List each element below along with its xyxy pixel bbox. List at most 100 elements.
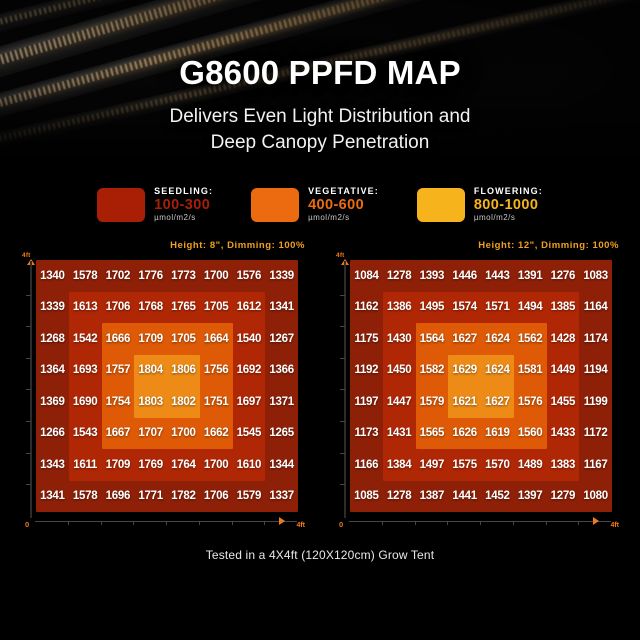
vertical-axis-line bbox=[30, 261, 32, 518]
ppfd-cell: 1162 bbox=[354, 301, 379, 314]
map-header: Height: 12", Dimming: 100% bbox=[478, 240, 619, 251]
ppfd-band-3 bbox=[448, 354, 514, 418]
ppfd-cell: 1192 bbox=[354, 364, 379, 377]
ppfd-cell: 1666 bbox=[105, 332, 131, 345]
ppfd-cell: 1802 bbox=[171, 395, 196, 408]
ppfd-cell: 1339 bbox=[269, 269, 294, 282]
legend-stage-name: VEGETATIVE: bbox=[308, 186, 379, 196]
legend-text: SEEDLING: 100-300 µmol/m2/s bbox=[154, 186, 213, 223]
ppfd-cell: 1619 bbox=[485, 427, 510, 440]
ppfd-cell: 1397 bbox=[517, 490, 543, 503]
ppfd-cell: 1366 bbox=[269, 364, 294, 377]
ppfd-cell: 1700 bbox=[203, 458, 229, 471]
ppfd-cell: 1627 bbox=[485, 395, 510, 408]
vertical-axis-label: 4ft bbox=[336, 252, 345, 259]
ppfd-cell: 1371 bbox=[269, 395, 294, 408]
ppfd-cell: 1576 bbox=[236, 269, 262, 282]
ppfd-cell: 1543 bbox=[72, 427, 98, 440]
ppfd-cell: 1613 bbox=[72, 301, 98, 314]
ppfd-cell: 1268 bbox=[40, 332, 65, 345]
ppfd-cell: 1343 bbox=[40, 458, 65, 471]
ppfd-map-height-8in: Height: 8", Dimming: 100% 4ft 1340 1578 1702… bbox=[19, 240, 307, 532]
ppfd-cell: 1702 bbox=[105, 269, 131, 282]
ppfd-cell: 1172 bbox=[583, 427, 608, 440]
ppfd-cell: 1455 bbox=[550, 395, 576, 408]
legend-ppfd-range: 400-600 bbox=[308, 196, 365, 213]
horizontal-axis-arrow-icon bbox=[593, 517, 599, 525]
ppfd-cell: 1578 bbox=[72, 490, 98, 503]
ppfd-cell: 1431 bbox=[386, 427, 412, 440]
ppfd-cell: 1341 bbox=[269, 301, 294, 314]
ppfd-cell: 1754 bbox=[105, 395, 131, 408]
ppfd-cell: 1542 bbox=[72, 332, 98, 345]
ppfd-cell: 1173 bbox=[354, 427, 379, 440]
ppfd-cell: 1449 bbox=[550, 364, 576, 377]
ppfd-cell: 1387 bbox=[419, 490, 445, 503]
ppfd-cell: 1624 bbox=[485, 364, 510, 377]
ppfd-cell: 1164 bbox=[583, 301, 608, 314]
subtitle-line-1: Delivers Even Light Distribution and bbox=[169, 106, 471, 127]
ppfd-cell: 1565 bbox=[419, 427, 445, 440]
ppfd-cell: 1265 bbox=[269, 427, 294, 440]
ppfd-cell: 1339 bbox=[40, 301, 65, 314]
ppfd-cell: 1385 bbox=[550, 301, 576, 314]
legend-text: VEGETATIVE: 400-600 µmol/m2/s bbox=[308, 186, 379, 223]
legend-unit: µmol/m2/s bbox=[473, 213, 516, 223]
ppfd-cell: 1612 bbox=[236, 301, 262, 314]
ppfd-cell: 1393 bbox=[419, 269, 445, 282]
ppfd-cell: 1709 bbox=[105, 458, 131, 471]
ppfd-legend: SEEDLING: 100-300 µmol/m2/s VEGETATIVE: 400-… bbox=[0, 178, 640, 232]
ppfd-cell: 1540 bbox=[236, 332, 262, 345]
ppfd-cell: 1709 bbox=[138, 332, 163, 345]
horizontal-axis-label: 4ft bbox=[610, 522, 619, 529]
ppfd-cell: 1430 bbox=[386, 332, 412, 345]
ppfd-cell: 1570 bbox=[485, 458, 510, 471]
ppfd-cell: 1626 bbox=[452, 427, 477, 440]
ppfd-cell: 1574 bbox=[452, 301, 477, 314]
ppfd-cell: 1697 bbox=[236, 395, 262, 408]
vertical-axis-label: 4ft bbox=[22, 252, 31, 259]
ppfd-cell: 1441 bbox=[452, 490, 477, 503]
legend-ppfd-range: 100-300 bbox=[154, 196, 211, 213]
legend-item-flowering: FLOWERING: 800-1000 µmol/m2/s bbox=[416, 186, 543, 223]
ppfd-cell: 1080 bbox=[583, 490, 608, 503]
ppfd-cell: 1384 bbox=[386, 458, 412, 471]
ppfd-cell: 1629 bbox=[452, 364, 477, 377]
legend-text: FLOWERING: 800-1000 µmol/m2/s bbox=[473, 186, 543, 223]
ppfd-cell: 1764 bbox=[171, 458, 196, 471]
ppfd-cell-grid: 1084 1278 1393 1446 1443 1391 1276 1083 1162 1386… bbox=[350, 260, 612, 512]
ppfd-cell: 1369 bbox=[40, 395, 65, 408]
ppfd-cell: 1494 bbox=[517, 301, 543, 314]
ppfd-cell: 1266 bbox=[40, 427, 65, 440]
legend-unit: µmol/m2/s bbox=[308, 213, 350, 223]
ppfd-cell: 1341 bbox=[40, 490, 65, 503]
ppfd-cell: 1579 bbox=[419, 395, 445, 408]
ppfd-cell: 1545 bbox=[236, 427, 262, 440]
ppfd-cell: 1667 bbox=[105, 427, 131, 440]
ppfd-cell: 1564 bbox=[419, 332, 445, 345]
ppfd-map-height-12in: Height: 12", Dimming: 100% 4ft 1084 1278 139… bbox=[333, 240, 621, 532]
page-title: G8600 PPFD MAP bbox=[179, 54, 461, 91]
ppfd-band-3 bbox=[134, 354, 200, 418]
ppfd-map-grids: Height: 8", Dimming: 100% 4ft 1340 1578 1702… bbox=[0, 240, 640, 535]
ppfd-cell-grid: 1340 1578 1702 1776 1773 1700 1576 1339 1339 1613… bbox=[36, 260, 298, 512]
ppfd-cell: 1364 bbox=[40, 364, 65, 377]
ppfd-cell: 1446 bbox=[452, 269, 477, 282]
ppfd-cell: 1769 bbox=[138, 458, 163, 471]
ppfd-cell: 1571 bbox=[485, 301, 510, 314]
ppfd-cell: 1773 bbox=[171, 269, 196, 282]
horizontal-axis-arrow-icon bbox=[279, 517, 285, 525]
ppfd-cell: 1166 bbox=[354, 458, 379, 471]
ppfd-cell: 1803 bbox=[138, 395, 163, 408]
legend-stage-name: FLOWERING: bbox=[473, 186, 543, 196]
ppfd-cell: 1771 bbox=[138, 490, 163, 503]
hero-banner: G8600 PPFD MAP Delivers Even Light Distr… bbox=[0, 0, 640, 172]
vertical-axis-ticks bbox=[26, 263, 33, 516]
ppfd-cell: 1782 bbox=[171, 490, 196, 503]
ppfd-cell: 1751 bbox=[203, 395, 229, 408]
ppfd-cell: 1706 bbox=[105, 301, 131, 314]
origin-label: 0 bbox=[339, 520, 344, 529]
ppfd-cell: 1693 bbox=[72, 364, 98, 377]
ppfd-grid: 1340 1578 1702 1776 1773 1700 1576 1339 1339 1613… bbox=[36, 260, 298, 512]
